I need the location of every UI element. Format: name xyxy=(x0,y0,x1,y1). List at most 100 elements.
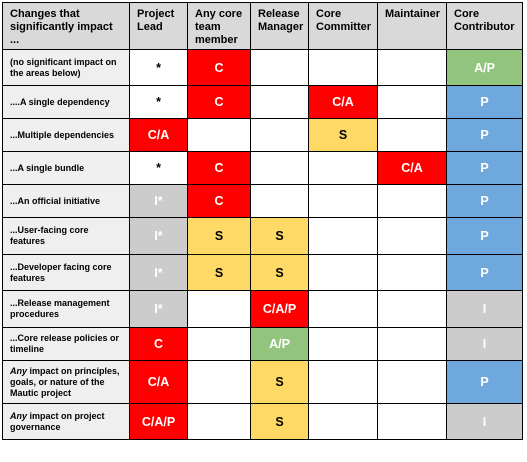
row-label: ...Release management procedures xyxy=(2,290,130,328)
row-label-text: ...A single bundle xyxy=(10,162,85,173)
matrix-body: (no significant impact on the areas belo… xyxy=(2,49,523,440)
header-core-committer: Core Committer xyxy=(308,2,378,50)
cell-core-committer: S xyxy=(308,118,378,152)
cell-release-manager: A/P xyxy=(250,327,309,361)
row-label-text: ....A single dependency xyxy=(10,96,110,107)
row-label: ...Developer facing core features xyxy=(2,254,130,291)
cell-project-lead: I* xyxy=(129,290,188,328)
cell-maintainer: C/A xyxy=(377,151,447,185)
cell-core-team-member xyxy=(187,118,251,152)
cell-release-manager xyxy=(250,85,309,119)
row-label-text: ...User-facing core features xyxy=(10,225,89,246)
cell-project-lead: I* xyxy=(129,217,188,255)
cell-project-lead: I* xyxy=(129,184,188,218)
row-label: (no significant impact on the areas belo… xyxy=(2,49,130,86)
cell-maintainer xyxy=(377,327,447,361)
cell-release-manager: S xyxy=(250,254,309,291)
row-label: ...User-facing core features xyxy=(2,217,130,255)
cell-core-team-member: C xyxy=(187,184,251,218)
cell-core-contributor: I xyxy=(446,327,523,361)
cell-core-contributor: A/P xyxy=(446,49,523,86)
responsibility-matrix-table: Changes that significantly impact ... Pr… xyxy=(2,2,523,440)
cell-release-manager: S xyxy=(250,403,309,440)
header-core-contributor: Core Contributor xyxy=(446,2,523,50)
header-row: Changes that significantly impact ... Pr… xyxy=(2,2,523,50)
cell-release-manager: S xyxy=(250,217,309,255)
table-row: Any impact on principles, goals, or natu… xyxy=(2,360,523,404)
cell-project-lead: C xyxy=(129,327,188,361)
cell-maintainer xyxy=(377,360,447,404)
cell-core-contributor: P xyxy=(446,151,523,185)
cell-project-lead: * xyxy=(129,151,188,185)
cell-core-team-member: S xyxy=(187,254,251,291)
cell-maintainer xyxy=(377,49,447,86)
cell-core-contributor: P xyxy=(446,118,523,152)
cell-core-committer xyxy=(308,360,378,404)
cell-core-team-member xyxy=(187,327,251,361)
table-row: ....A single dependency * C C/A P xyxy=(2,85,523,119)
cell-core-contributor: P xyxy=(446,360,523,404)
cell-project-lead: I* xyxy=(129,254,188,291)
row-label-emphasis: Any xyxy=(10,410,28,421)
cell-core-committer xyxy=(308,254,378,291)
row-label-text: impact on principles, goals, or nature o… xyxy=(10,365,120,398)
header-maintainer: Maintainer xyxy=(377,2,447,50)
table-row: ...Release management procedures I* C/A/P I xyxy=(2,290,523,328)
cell-release-manager xyxy=(250,151,309,185)
row-label-text: ...Developer facing core features xyxy=(10,261,112,283)
cell-release-manager: S xyxy=(250,360,309,404)
cell-core-committer xyxy=(308,217,378,255)
cell-maintainer xyxy=(377,85,447,119)
cell-core-contributor: P xyxy=(446,85,523,119)
row-label: ...Core release policies or timeline xyxy=(2,327,130,361)
cell-maintainer xyxy=(377,184,447,218)
cell-core-team-member: C xyxy=(187,85,251,119)
table-row: (no significant impact on the areas belo… xyxy=(2,49,523,86)
cell-project-lead: C/A/P xyxy=(129,403,188,440)
row-label-text: ...Multiple dependencies xyxy=(10,129,115,140)
cell-core-team-member xyxy=(187,360,251,404)
cell-core-committer xyxy=(308,290,378,328)
header-changes: Changes that significantly impact ... xyxy=(2,2,130,50)
cell-maintainer xyxy=(377,290,447,328)
cell-maintainer xyxy=(377,254,447,291)
cell-maintainer xyxy=(377,118,447,152)
row-label-text: ...Core release policies or timeline xyxy=(10,333,120,354)
row-label-text: (no significant impact on the areas belo… xyxy=(10,56,117,78)
cell-core-contributor: I xyxy=(446,403,523,440)
table-row: ...Multiple dependencies C/A S P xyxy=(2,118,523,152)
row-label-text: ...An official initiative xyxy=(10,195,101,206)
cell-core-team-member: C xyxy=(187,151,251,185)
header-project-lead: Project Lead xyxy=(129,2,188,50)
responsibility-matrix-container: Changes that significantly impact ... Pr… xyxy=(2,2,523,440)
cell-core-committer xyxy=(308,151,378,185)
cell-core-team-member xyxy=(187,290,251,328)
row-label: ...Multiple dependencies xyxy=(2,118,130,152)
cell-core-committer xyxy=(308,403,378,440)
cell-core-committer: C/A xyxy=(308,85,378,119)
cell-core-committer xyxy=(308,184,378,218)
row-label: ...An official initiative xyxy=(2,184,130,218)
cell-core-contributor: P xyxy=(446,184,523,218)
row-label: ....A single dependency xyxy=(2,85,130,119)
cell-project-lead: * xyxy=(129,85,188,119)
table-row: ...An official initiative I* C P xyxy=(2,184,523,218)
cell-release-manager: C/A/P xyxy=(250,290,309,328)
row-label-text: impact on project governance xyxy=(10,410,105,432)
cell-core-committer xyxy=(308,49,378,86)
cell-core-team-member: C xyxy=(187,49,251,86)
cell-core-team-member xyxy=(187,403,251,440)
row-label: Any impact on project governance xyxy=(2,403,130,440)
cell-release-manager xyxy=(250,118,309,152)
header-core-team-member: Any core team member xyxy=(187,2,251,50)
cell-project-lead: C/A xyxy=(129,360,188,404)
cell-release-manager xyxy=(250,184,309,218)
cell-project-lead: C/A xyxy=(129,118,188,152)
table-row: ...A single bundle * C C/A P xyxy=(2,151,523,185)
cell-project-lead: * xyxy=(129,49,188,86)
cell-core-contributor: I xyxy=(446,290,523,328)
row-label: ...A single bundle xyxy=(2,151,130,185)
cell-maintainer xyxy=(377,403,447,440)
row-label: Any impact on principles, goals, or natu… xyxy=(2,360,130,404)
cell-core-contributor: P xyxy=(446,217,523,255)
